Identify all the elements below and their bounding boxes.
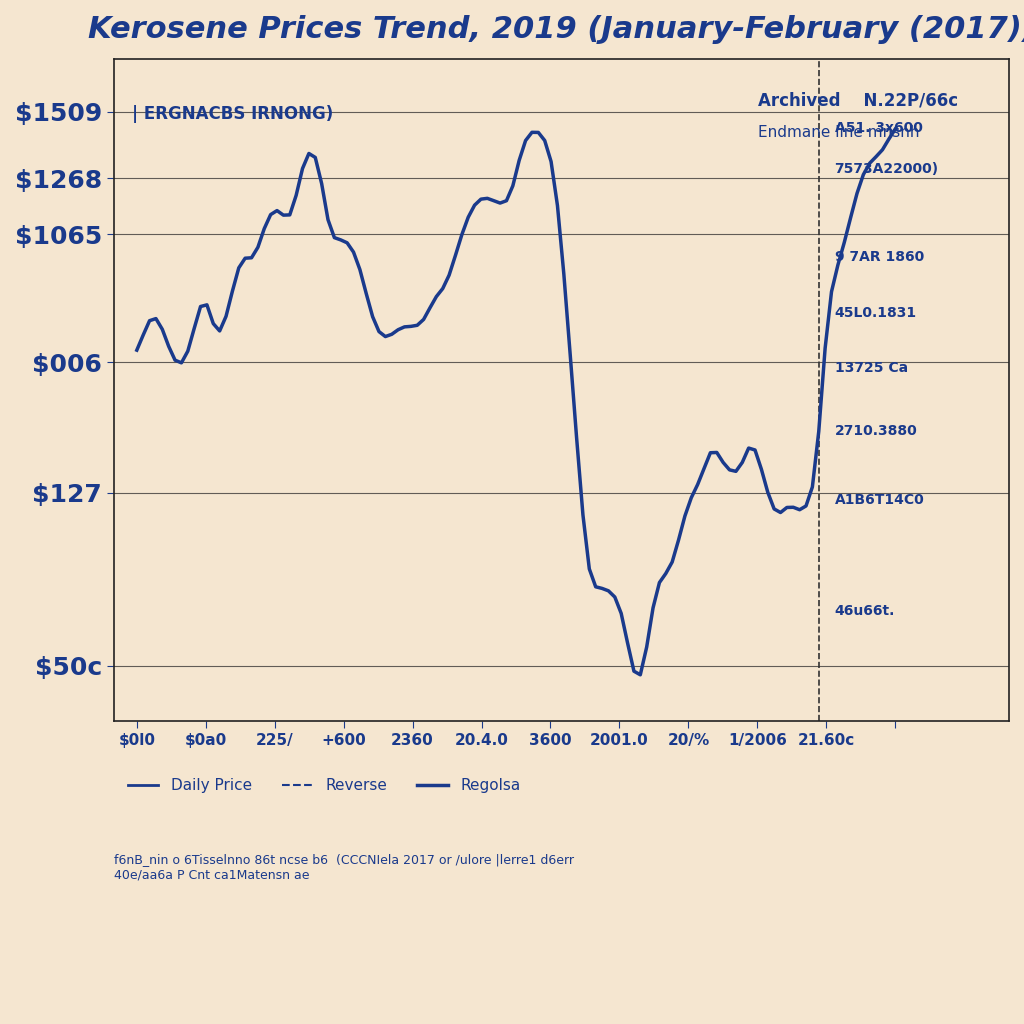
Text: 13725 Ca: 13725 Ca [835,360,907,375]
Text: Archived    N.22P/66c: Archived N.22P/66c [759,92,958,110]
Text: 46u66t.: 46u66t. [835,603,895,617]
Text: 9 7AR 1860: 9 7AR 1860 [835,251,924,264]
Text: A1B6T14C0: A1B6T14C0 [835,494,925,507]
Legend: Daily Price, Reverse, Regolsa: Daily Price, Reverse, Regolsa [122,772,526,800]
Title: Kerosene Prices Trend, 2019 (January-February (2017)): Kerosene Prices Trend, 2019 (January-Feb… [88,15,1024,44]
Text: f6nB_nin o 6Tisselnno 86t ncse b6  (CCCNIela 2017 or /ulore |lerre1 d6err
40e/aa: f6nB_nin o 6Tisselnno 86t ncse b6 (CCCNI… [114,853,574,882]
Text: Endmane line mnsnh: Endmane line mnsnh [759,125,920,140]
Text: 45L0.1831: 45L0.1831 [835,305,916,319]
Text: A51. 3x600: A51. 3x600 [835,121,923,135]
Text: 2710.3880: 2710.3880 [835,424,918,438]
Text: | ERGNACBS IRNONG): | ERGNACBS IRNONG) [132,105,333,123]
Text: 7573A22000): 7573A22000) [835,162,939,176]
